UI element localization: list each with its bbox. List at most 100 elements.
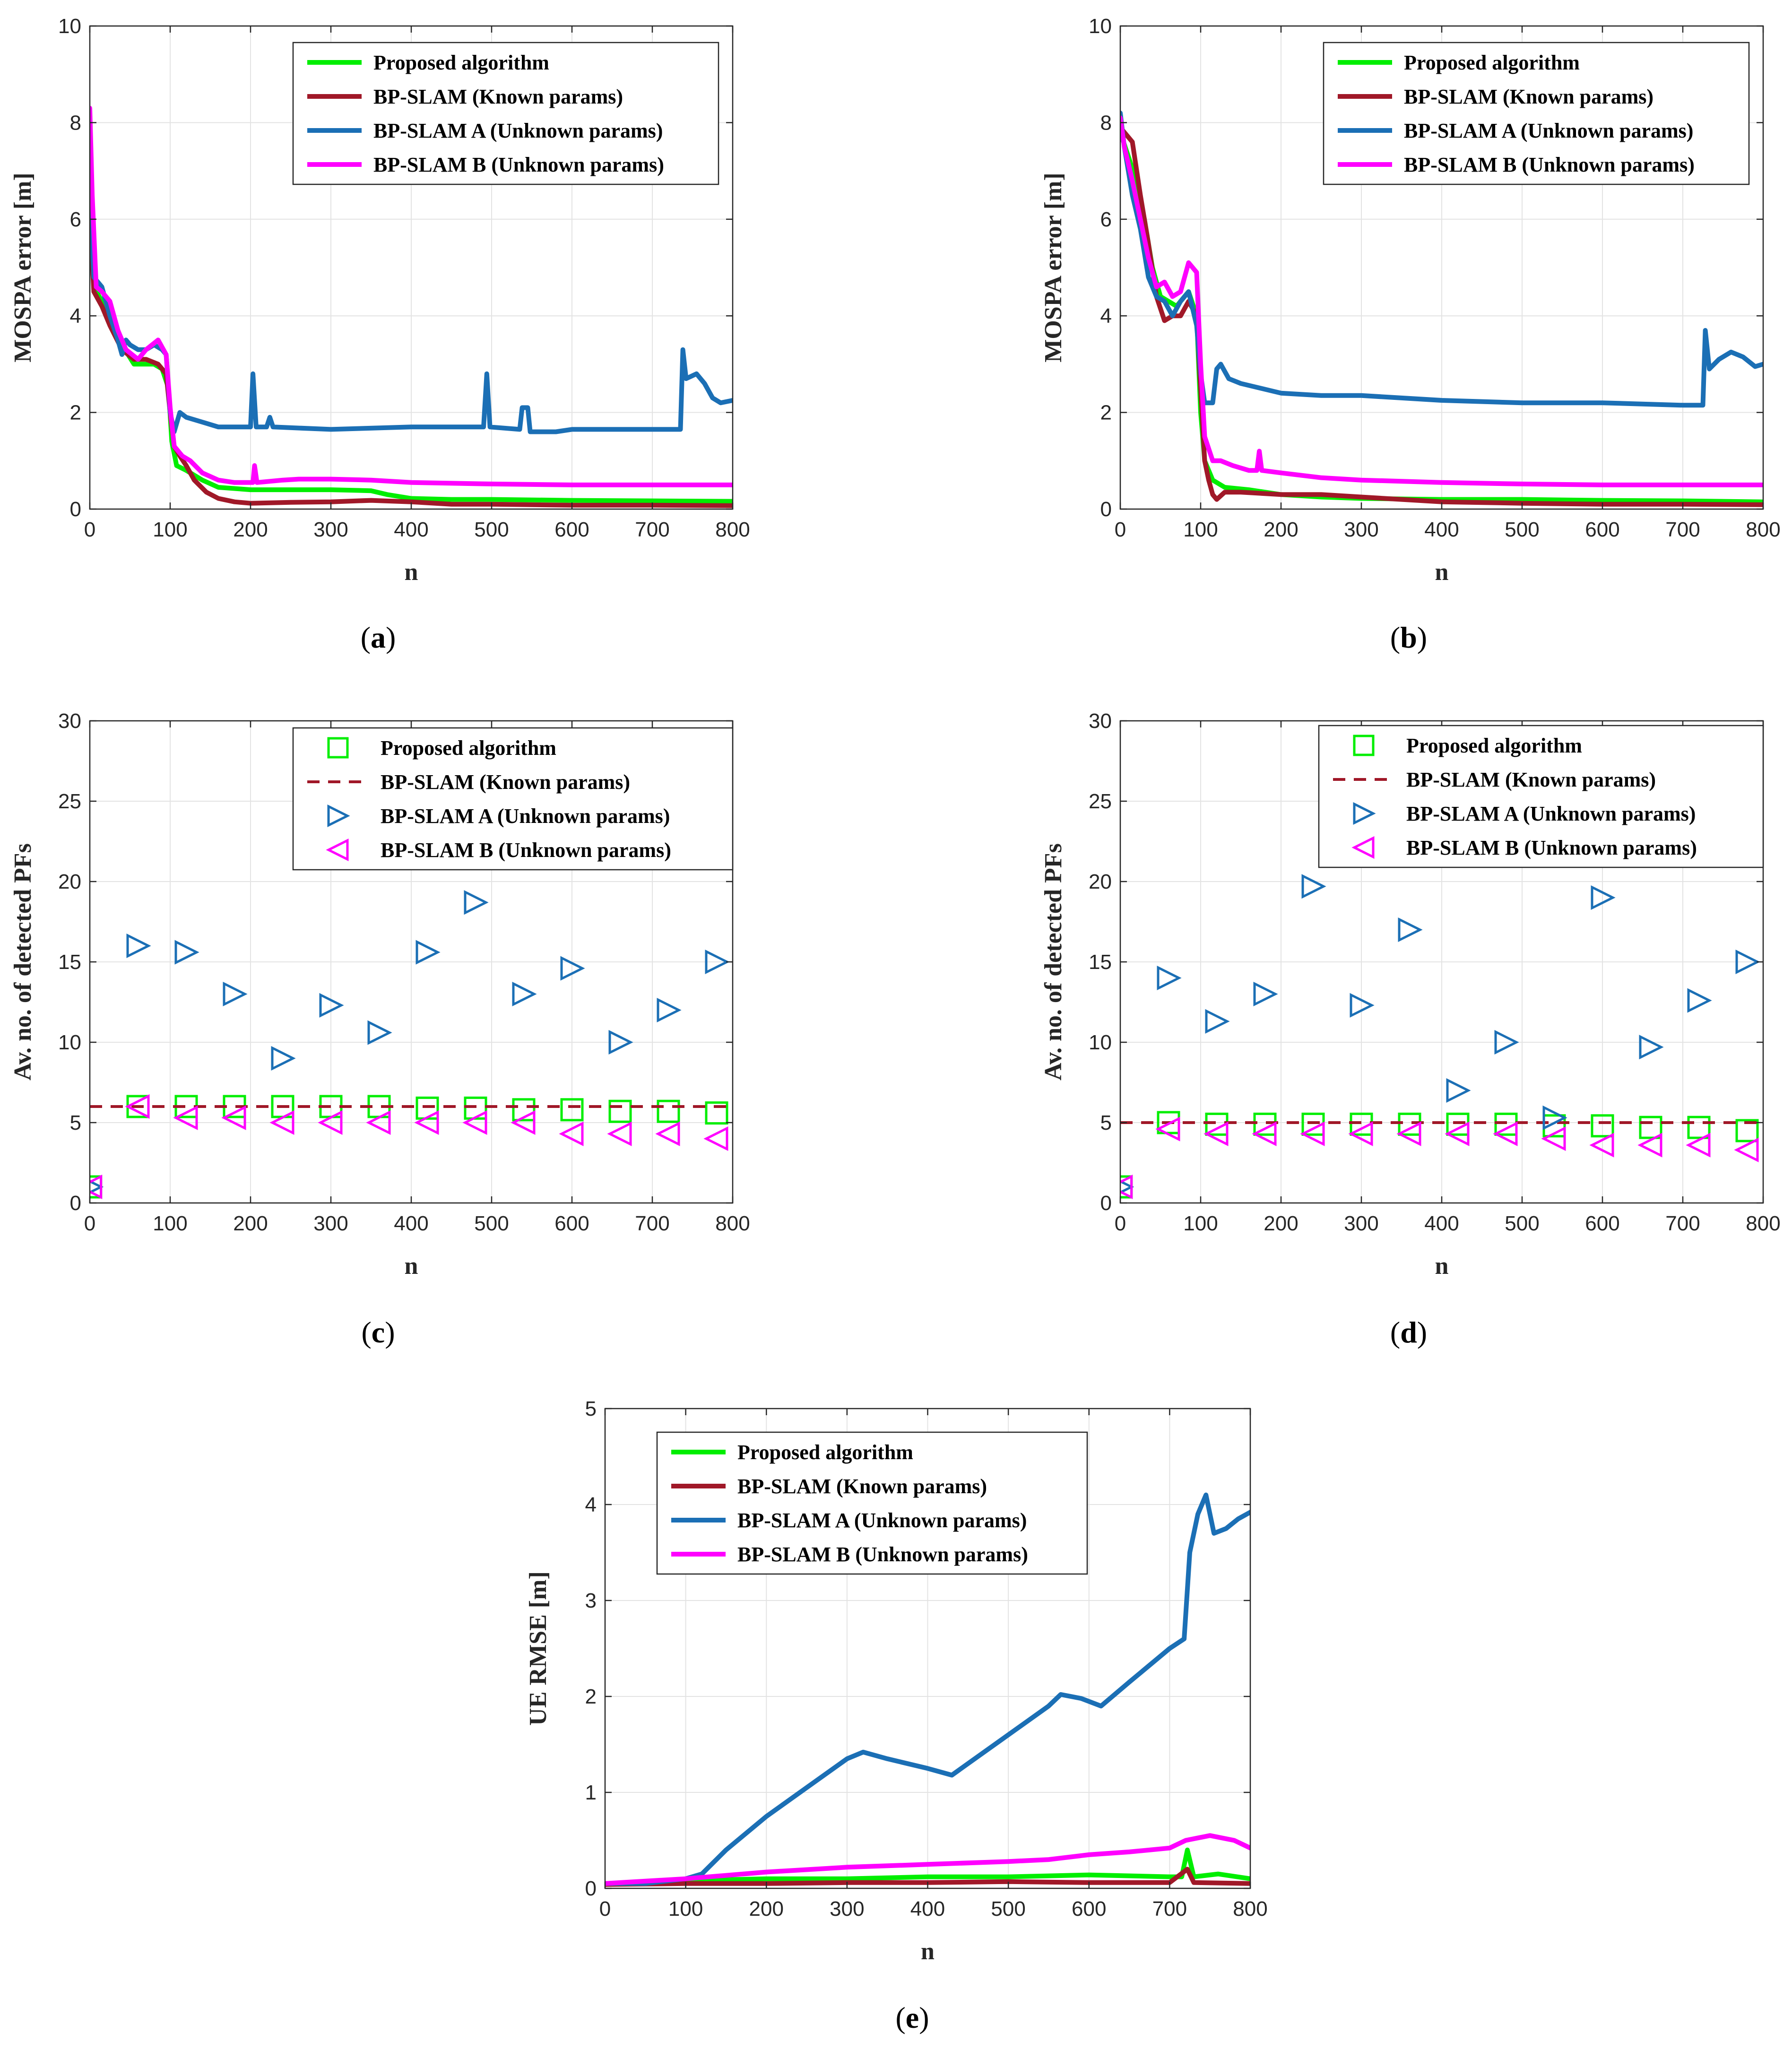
series-c-3-point (655, 1121, 680, 1146)
legend-entry-label: Proposed algorithm (381, 736, 556, 760)
panel-b-chart: 0 100 200 300 400 500 600 700 800 0 2 4 6 8 10 n MOSPA e… (1040, 15, 1781, 654)
series-d-2-point (1494, 1029, 1519, 1055)
series-c-3-point (607, 1121, 632, 1146)
series-c-2-point (319, 993, 344, 1018)
series-c-2-point (367, 1020, 392, 1045)
series-d-3-point (1637, 1133, 1662, 1158)
panel-d-chart: 0 100 200 300 400 500 600 700 800 0 5 10 15 20 25 30 n Av… (1040, 709, 1781, 1349)
series-d-0-point (1735, 1119, 1759, 1142)
y-tick-label: 8 (1100, 111, 1112, 134)
legend-swatch (327, 737, 349, 759)
series-c-3-point (703, 1126, 728, 1151)
series-c-0-point (657, 1099, 680, 1123)
series-d-2-point (1639, 1035, 1664, 1060)
series-d-3-point (1589, 1133, 1614, 1158)
y-tick-label: 5 (585, 1397, 597, 1420)
x-axis-label-d: n (1435, 1253, 1449, 1280)
series-e-3-line (605, 1833, 1250, 1886)
series-d-2-point (1446, 1078, 1471, 1103)
y-tick-label: 0 (585, 1877, 597, 1900)
x-tick-label: 700 (635, 1212, 669, 1235)
caption-a: (a) (361, 621, 396, 654)
x-tick-label: 500 (991, 1897, 1025, 1920)
y-tick-label: 5 (1100, 1111, 1112, 1134)
legend-entry-label: BP-SLAM (Known params) (373, 85, 623, 108)
series-d-2-point (1687, 988, 1712, 1013)
series-c-3-point (221, 1105, 246, 1130)
series-d-2-point (1205, 1009, 1230, 1034)
x-tick-label: 300 (1344, 1212, 1378, 1235)
data-layer-d (1120, 874, 1763, 1200)
x-tick-label: 200 (233, 1212, 268, 1235)
caption-letter: d (1400, 1315, 1417, 1349)
series-c-0-point (560, 1098, 584, 1122)
x-axis-label-a: n (405, 559, 418, 586)
caption-letter: e (906, 2001, 919, 2034)
x-axis-label-e: n (921, 1938, 935, 1965)
x-tick-label: 600 (1585, 1212, 1619, 1235)
x-tick-label: 400 (1424, 518, 1459, 541)
x-tick-label: 500 (1505, 518, 1539, 541)
x-tick-label: 800 (1233, 1897, 1267, 1920)
x-tick-label: 600 (554, 518, 589, 541)
legend-entry-label: BP-SLAM B (Unknown params) (737, 1543, 1028, 1566)
legend-entry-label: Proposed algorithm (1406, 734, 1582, 757)
x-axis-label-c: n (405, 1253, 418, 1280)
data-layer-b (1120, 111, 1763, 507)
y-tick-label: 10 (1089, 15, 1112, 38)
x-tick-label: 800 (715, 518, 750, 541)
series-b-1-line (1120, 125, 1763, 507)
series-c-3-point (559, 1121, 584, 1146)
data-layer-a (90, 105, 733, 508)
legend-entry-label: BP-SLAM B (Unknown params) (1406, 836, 1697, 859)
legend-entry-label: Proposed algorithm (737, 1441, 913, 1464)
x-tick-label: 600 (1072, 1897, 1106, 1920)
legend-entry-label: Proposed algorithm (1404, 51, 1580, 74)
series-c-3-point (462, 1110, 487, 1135)
x-tick-label: 100 (153, 518, 187, 541)
x-tick-label: 600 (1585, 518, 1619, 541)
series-d-2-point (1157, 965, 1182, 991)
x-tick-label: 700 (1665, 1212, 1700, 1235)
caption-e: (e) (895, 2001, 929, 2034)
panel-e-chart: 0 100 200 300 400 500 600 700 800 0 1 2 3 4 5 n UE RMSE … (525, 1397, 1268, 2034)
series-c-3-point (173, 1105, 198, 1130)
y-tick-label: 0 (1100, 1192, 1112, 1215)
series-d-3-point (1493, 1121, 1518, 1146)
y-axis-label-c: Av. no. of detected PFs (9, 843, 36, 1081)
legend-swatch (1351, 836, 1375, 859)
series-c-0-point (705, 1101, 728, 1125)
x-tick-label: 700 (635, 518, 669, 541)
legend-box-c (292, 727, 734, 871)
y-tick-label: 20 (1089, 870, 1112, 893)
x-tick-label: 300 (313, 518, 348, 541)
y-tick-label: 2 (1100, 401, 1112, 424)
y-tick-label: 10 (58, 1031, 81, 1054)
legend-entry-label: BP-SLAM B (Unknown params) (373, 153, 664, 176)
series-d-2-point (1542, 1105, 1567, 1130)
y-tick-label: 15 (58, 951, 81, 974)
series-c-2-point (223, 981, 248, 1007)
series-a-1-line (90, 216, 733, 508)
x-tick-label: 300 (1344, 518, 1378, 541)
x-tick-label: 0 (1115, 518, 1126, 541)
y-tick-label: 2 (70, 401, 81, 424)
series-c-2-point (271, 1046, 296, 1071)
legend-swatch (1353, 802, 1376, 825)
x-tick-label: 300 (313, 1212, 348, 1235)
series-d-3-point (1541, 1126, 1566, 1151)
y-tick-label: 10 (1089, 1031, 1112, 1054)
series-d-0-point (1591, 1114, 1614, 1138)
y-axis-label-b: MOSPA error [m] (1040, 173, 1067, 362)
series-c-3-point (125, 1094, 150, 1119)
series-c-2-point (560, 956, 585, 981)
series-d-2-point (1301, 874, 1326, 899)
series-c-2-point (416, 940, 441, 965)
series-d-2-point (1735, 949, 1760, 975)
y-tick-label: 6 (70, 208, 81, 231)
y-tick-label: 3 (585, 1589, 597, 1612)
legend-entry-label: BP-SLAM (Known params) (1406, 768, 1656, 791)
y-tick-label: 30 (1089, 709, 1112, 733)
legend-entry-label: BP-SLAM A (Unknown params) (373, 119, 663, 142)
